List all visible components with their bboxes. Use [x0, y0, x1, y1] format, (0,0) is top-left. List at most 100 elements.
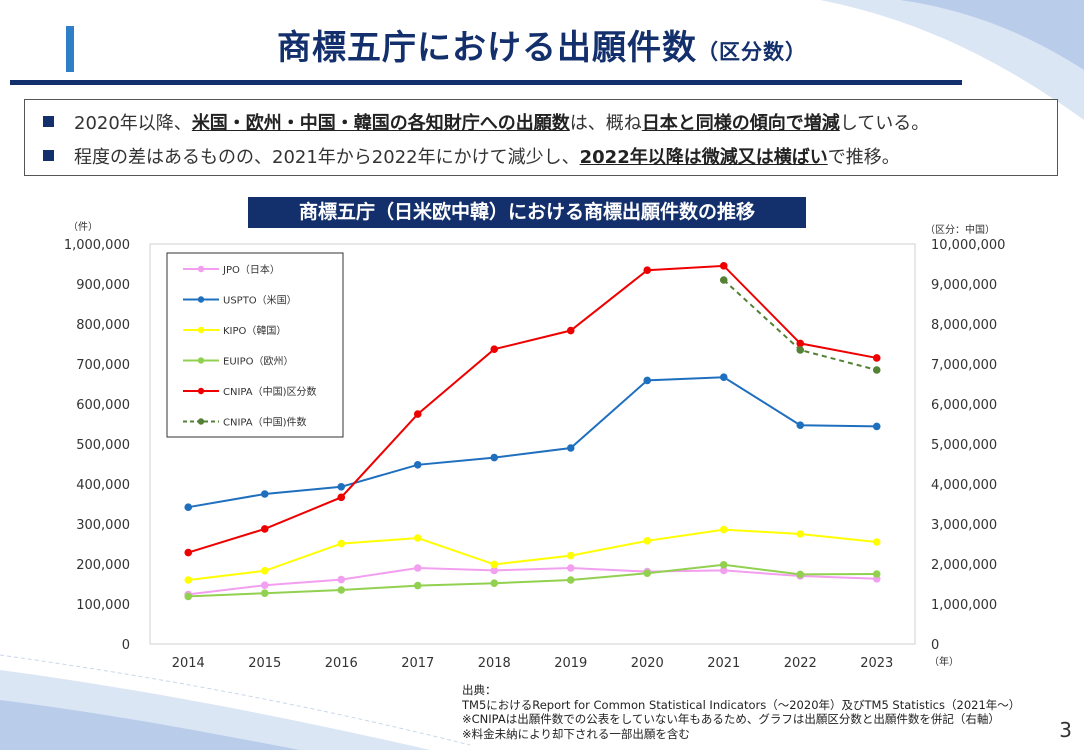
data-point [872, 570, 881, 578]
data-point [566, 564, 575, 572]
y-right-tick-label: 4,000,000 [931, 478, 997, 493]
data-point [413, 461, 422, 469]
data-point [643, 537, 652, 545]
y-right-tick-label: 3,000,000 [931, 518, 997, 533]
y-left-tick-label: 800,000 [76, 318, 130, 333]
chart-title: 商標五庁（日米欧中韓）における商標出願件数の推移 [248, 197, 806, 228]
data-point [490, 566, 499, 575]
x-tick-label: 2016 [325, 656, 358, 671]
data-point [184, 576, 193, 584]
data-point [796, 530, 805, 538]
x-tick-label: 2022 [784, 656, 817, 671]
bullet-1-text: は、概ね [569, 113, 642, 134]
bullet-2-text: 程度の差はあるものの、2021年から2022年にかけて減少し、 [74, 147, 580, 168]
data-point [872, 366, 881, 374]
data-point [643, 266, 652, 275]
data-point [184, 592, 193, 601]
y-left-tick-label: 100,000 [76, 598, 130, 613]
data-point [413, 581, 422, 590]
data-point [337, 575, 346, 584]
data-point [337, 483, 346, 491]
y-right-tick-label: 1,000,000 [931, 598, 997, 613]
y-left-tick-label: 600,000 [76, 398, 130, 413]
y-left-unit-label: （件） [68, 221, 98, 233]
data-point [337, 493, 346, 502]
data-point [184, 503, 193, 512]
legend-label: USPTO（米国） [223, 294, 297, 307]
legend-marker [197, 296, 205, 303]
x-tick-label: 2018 [478, 656, 511, 671]
data-point [413, 534, 422, 542]
data-point [260, 525, 269, 533]
y-right-tick-label: 9,000,000 [931, 278, 997, 293]
series-line [723, 279, 878, 371]
y-left-tick-label: 300,000 [76, 518, 130, 533]
legend-label: JPO（日本） [222, 263, 280, 276]
data-point [337, 539, 346, 548]
legend-box [166, 252, 344, 438]
x-tick-label: 2023 [860, 656, 893, 671]
series-line [187, 264, 877, 554]
data-point [260, 490, 269, 498]
series-line [188, 566, 877, 596]
data-point [337, 586, 346, 594]
y-right-tick-label: 5,000,000 [931, 438, 997, 453]
data-point [490, 453, 499, 462]
data-point [796, 346, 805, 354]
bullet-2-text: で推移。 [827, 147, 900, 168]
bullet-1-text: 2020年以降、 [74, 113, 192, 134]
plot-area [149, 243, 916, 645]
data-point [719, 566, 728, 575]
data-point [719, 525, 728, 534]
data-point [719, 561, 728, 569]
legend-marker [197, 387, 205, 395]
y-right-tick-label: 8,000,000 [931, 318, 997, 333]
data-point [872, 422, 881, 431]
legend-label: EUIPO（欧州） [223, 356, 294, 368]
data-point [566, 576, 575, 584]
title-rule [10, 80, 962, 85]
summary-box: 2020年以降、米国・欧州・中国・韓国の各知財庁への出願数は、概ね日本と同様の傾… [24, 99, 1058, 176]
y-left-tick-label: 700,000 [76, 358, 130, 373]
data-point [796, 570, 805, 579]
source-line: ※CNIPAは出願件数での公表をしていない年もあるため、グラフは出願区分数と出願… [462, 712, 1000, 726]
page-title-suffix: （区分数） [697, 40, 807, 64]
bullet-2: 程度の差はあるものの、2021年から2022年にかけて減少し、2022年以降は微… [43, 143, 900, 169]
y-right-unit-label: （区分：中国） [925, 223, 995, 236]
bullet-2-emphasis: 2022年以降は微減又は横ばい [579, 147, 828, 168]
y-left-tick-label: 500,000 [76, 438, 130, 453]
legend-marker [197, 265, 205, 273]
page-number: 3 [1059, 718, 1072, 742]
y-right-tick-label: 10,000,000 [931, 238, 1005, 253]
series-line [188, 563, 877, 598]
legend-label: CNIPA（中国)件数 [223, 416, 307, 429]
page-title-main: 商標五庁における出願件数 [277, 28, 697, 68]
source-label: 出典： [462, 683, 497, 697]
bullet-1-emphasis: 米国・欧州・中国・韓国の各知財庁への出願数 [191, 113, 570, 134]
page-title: 商標五庁における出願件数（区分数） [0, 20, 1084, 69]
data-point [260, 581, 269, 589]
data-point [566, 444, 575, 452]
legend-marker [197, 357, 205, 364]
y-left-tick-label: 400,000 [76, 478, 130, 493]
y-left-tick-label: 1,000,000 [64, 238, 130, 253]
data-point [490, 560, 499, 569]
x-tick-label: 2014 [172, 656, 205, 671]
data-point [719, 373, 728, 382]
x-tick-label: 2017 [401, 656, 434, 671]
data-point [184, 548, 193, 557]
bullet-1: 2020年以降、米国・欧州・中国・韓国の各知財庁への出願数は、概ね日本と同様の傾… [43, 109, 929, 135]
data-point [413, 410, 422, 418]
y-right-tick-label: 2,000,000 [931, 558, 997, 573]
data-point [260, 589, 269, 597]
bullet-square-icon [43, 150, 54, 161]
legend-marker [197, 326, 205, 334]
source-line: ※料金未納により却下される一部出願を含む [462, 726, 690, 741]
data-point [796, 421, 805, 430]
bullet-square-icon [43, 116, 54, 127]
y-left-tick-label: 200,000 [76, 558, 130, 573]
data-point [872, 354, 881, 362]
y-right-tick-label: 0 [931, 638, 939, 653]
